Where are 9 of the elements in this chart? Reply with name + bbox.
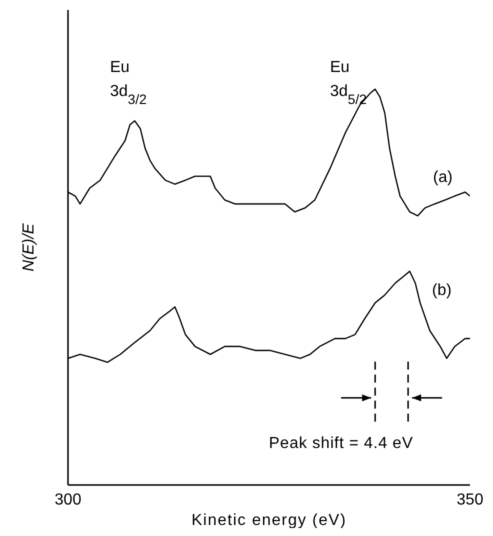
annotation: Eu 3d$_{3/2}$ xyxy=(110,59,147,106)
annotation: (a) xyxy=(433,169,453,186)
y-axis-title: N(E)/E xyxy=(20,223,38,272)
annotation: Peak shift = 4.4 eV xyxy=(268,435,414,452)
annotation: (b) xyxy=(432,282,452,299)
x-axis-title: Kinetic energy (eV) xyxy=(191,512,347,529)
x-tick-label: 350 xyxy=(456,491,484,508)
annotation: Eu 3d$_{5/2}$ xyxy=(330,59,367,106)
x-tick-label: 300 xyxy=(54,491,82,508)
